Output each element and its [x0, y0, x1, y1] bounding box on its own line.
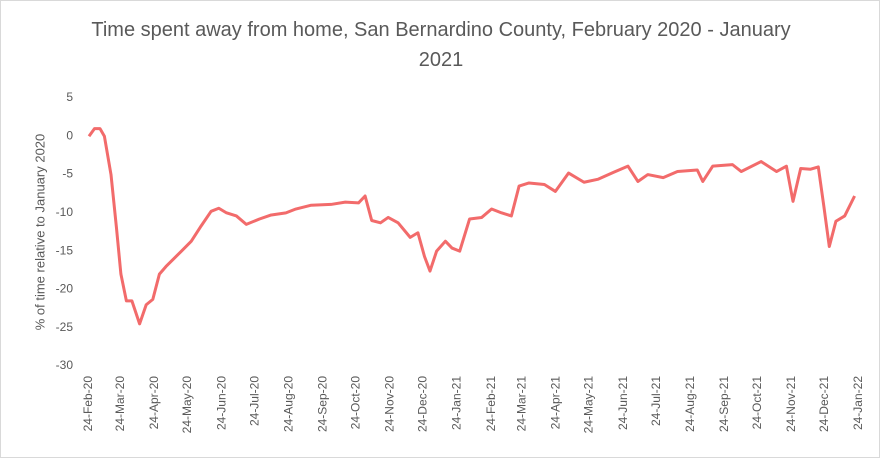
x-tick-label: 24-Sep-20 [315, 376, 329, 432]
x-tick-label: 24-Aug-21 [683, 376, 697, 432]
x-tick-label: 24-Jul-21 [649, 376, 663, 426]
x-tick-label: 24-Aug-20 [281, 376, 295, 432]
y-tick-label: 0 [66, 128, 73, 142]
x-tick-label: 24-Jan-22 [851, 376, 865, 430]
x-tick-label: 24-Jun-20 [214, 376, 228, 430]
x-tick-label: 24-Sep-21 [717, 376, 731, 432]
x-tick-label: 24-Mar-20 [113, 376, 127, 432]
x-tick-label: 24-Nov-20 [383, 376, 397, 432]
y-tick-label: -10 [56, 205, 74, 219]
x-tick-label: 24-Apr-21 [549, 376, 563, 430]
x-tick-label: 24-Jan-21 [450, 376, 464, 430]
x-tick-label: 24-Apr-20 [147, 376, 161, 430]
x-tick-label: 24-Feb-21 [484, 376, 498, 432]
y-tick-label: -25 [56, 320, 74, 334]
x-tick-label: 24-Dec-20 [416, 376, 430, 432]
x-tick-label: 24-Oct-21 [750, 376, 764, 430]
x-tick-label: 24-Feb-20 [81, 376, 95, 432]
x-tick-label: 24-Oct-20 [348, 376, 362, 430]
chart-title: Time spent away from home, San Bernardin… [91, 19, 791, 71]
x-tick-label: 24-Nov-21 [784, 376, 798, 432]
y-tick-label: -5 [62, 167, 73, 181]
data-line [87, 127, 856, 326]
x-tick-label: 24-Mar-21 [515, 376, 529, 432]
x-tick-label: 24-Jul-20 [247, 376, 261, 426]
y-tick-label: -15 [56, 243, 74, 257]
y-axis-label: % of time relative to January 2020 [32, 134, 47, 331]
x-tick-label: 24-May-21 [582, 376, 596, 434]
x-tick-label: 24-May-20 [180, 376, 194, 434]
x-tick-label: 24-Dec-21 [817, 376, 831, 432]
y-tick-label: -30 [56, 358, 74, 372]
x-tick-label: 24-Jun-21 [616, 376, 630, 430]
y-tick-label: -20 [56, 282, 74, 296]
y-tick-label: 5 [66, 90, 73, 104]
